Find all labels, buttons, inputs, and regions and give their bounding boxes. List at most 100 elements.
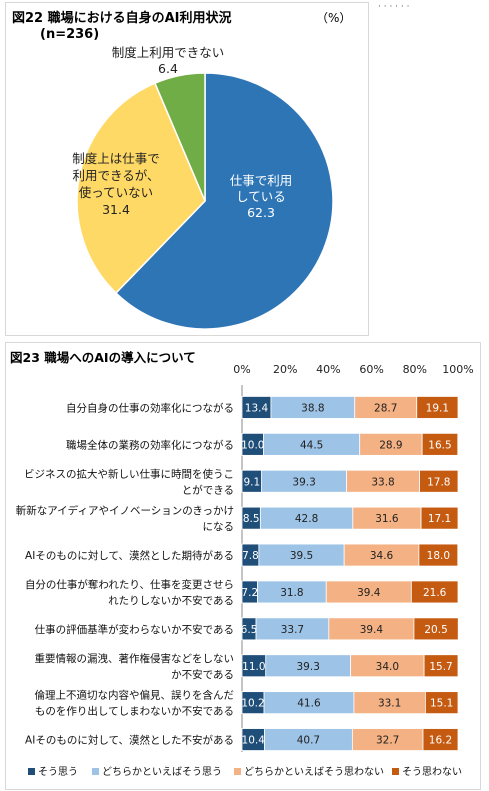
bar-value-label: 40.7 bbox=[297, 735, 320, 747]
bar-value-label: 6.5 bbox=[241, 624, 258, 636]
bar-value-label: 28.7 bbox=[374, 402, 397, 414]
bar-value-label: 39.4 bbox=[360, 624, 384, 636]
bar-value-label: 17.8 bbox=[427, 476, 450, 488]
pie-slice-label: 制度上は仕事で bbox=[72, 151, 160, 166]
bar-segment bbox=[423, 654, 459, 678]
legend-label: そう思わない bbox=[402, 766, 462, 778]
category-label: か不安である bbox=[171, 668, 234, 681]
bar-value-label: 10.4 bbox=[242, 735, 266, 747]
pie-slice-value: 31.4 bbox=[102, 202, 130, 217]
bar-value-label: 28.9 bbox=[379, 439, 402, 451]
bar-value-label: 41.6 bbox=[297, 698, 321, 710]
bar-value-label: 20.5 bbox=[424, 624, 447, 636]
pie-chart-title: 図22 職場における自身のAI利用状況 bbox=[12, 11, 232, 26]
x-tick-label: 80% bbox=[403, 363, 427, 376]
pie-slice bbox=[153, 72, 206, 202]
legend-swatch bbox=[234, 768, 241, 775]
pie-chart-panel: 図22 職場における自身のAI利用状況 (n=236) （%） 仕事で利用 してい… bbox=[5, 2, 369, 336]
bar-value-label: 9.1 bbox=[243, 476, 260, 488]
bar-value-label: 16.5 bbox=[428, 439, 451, 451]
category-label: れたりしないか不安である bbox=[108, 594, 234, 607]
bar-value-label: 21.6 bbox=[423, 587, 447, 599]
category-label: になる bbox=[203, 521, 235, 533]
background-fragment: · · · · · · bbox=[378, 2, 410, 12]
category-label: 斬新なアイディアやイノベーションのきっかけ bbox=[16, 504, 234, 517]
category-label: ビジネスの拡大や新しい仕事に時間を使うこ bbox=[24, 467, 234, 480]
legend-swatch bbox=[92, 768, 99, 775]
pie-chart-subtitle: (n=236) bbox=[40, 27, 100, 42]
bar-chart-panel: 図23 職場へのAIの導入について 0% 20% 40% 60% 80% 100% 自分自身… bbox=[5, 342, 481, 790]
bar-value-label: 31.6 bbox=[375, 513, 399, 525]
legend-swatch bbox=[392, 768, 399, 775]
bar-segment bbox=[413, 617, 459, 641]
bar-chart-title: 図23 職場へのAIの導入について bbox=[10, 350, 196, 365]
bar-value-label: 10.0 bbox=[241, 439, 264, 451]
bar-value-label: 44.5 bbox=[300, 439, 323, 451]
pie-slice bbox=[114, 72, 334, 330]
bar-value-label: 39.3 bbox=[292, 476, 315, 488]
pie-slice-value: 62.3 bbox=[247, 205, 275, 220]
bar-segment bbox=[420, 506, 459, 530]
bar-value-label: 39.4 bbox=[357, 587, 381, 599]
category-label: 倫理上不適切な内容や偏見、誤りを含んだ bbox=[35, 689, 235, 702]
bar-segment bbox=[410, 580, 459, 604]
bar-value-label: 7.2 bbox=[241, 587, 258, 599]
x-tick-label: 40% bbox=[316, 363, 340, 376]
bar-segment bbox=[424, 691, 459, 715]
legend-swatch bbox=[28, 768, 35, 775]
bar-value-label: 33.7 bbox=[281, 624, 304, 636]
bar-value-label: 38.8 bbox=[301, 402, 324, 414]
bar-value-label: 33.1 bbox=[378, 698, 401, 710]
category-label: 自分の仕事が奪われたり、仕事を変更させら bbox=[25, 578, 234, 591]
category-label: ものを作り出してしまわないか不安である bbox=[35, 705, 234, 718]
legend-label: どちらかといえばそう思う bbox=[102, 766, 222, 778]
bar-value-label: 16.2 bbox=[429, 735, 452, 747]
legend-label: どちらかといえばそう思わない bbox=[244, 766, 384, 778]
bar-segment bbox=[418, 543, 459, 567]
bar-value-label: 13.4 bbox=[245, 402, 269, 414]
x-tick-label: 20% bbox=[273, 363, 297, 376]
bar-value-label: 19.1 bbox=[426, 402, 449, 414]
pie-slice-label: している bbox=[236, 189, 286, 204]
category-label: 仕事の評価基準が変わらないか不安である bbox=[35, 623, 234, 636]
category-label: 職場全体の業務の効率化につながる bbox=[66, 438, 234, 451]
bar-value-label: 32.7 bbox=[376, 735, 399, 747]
category-label: AIそのものに対して、漠然とした不安がある bbox=[25, 734, 234, 747]
bar-value-label: 33.8 bbox=[371, 476, 394, 488]
bar-value-label: 31.8 bbox=[280, 587, 303, 599]
pie-slice-label: 制度上利用できない bbox=[112, 45, 225, 60]
legend-label: そう思う bbox=[38, 766, 78, 778]
bar-value-label: 34.0 bbox=[376, 661, 399, 673]
bar-value-label: 10.2 bbox=[241, 698, 264, 710]
bar-segment bbox=[419, 469, 459, 493]
pie-slice bbox=[76, 82, 206, 295]
pie-slice-label: 仕事で利用 bbox=[230, 173, 293, 188]
pie-chart-unit: （%） bbox=[316, 11, 352, 25]
bar-value-label: 34.6 bbox=[370, 550, 394, 562]
bar-segment bbox=[421, 432, 459, 456]
bar-value-label: 39.3 bbox=[297, 661, 320, 673]
bar-value-label: 8.5 bbox=[243, 513, 260, 525]
bar-value-label: 11.0 bbox=[242, 661, 265, 673]
x-tick-label: 0% bbox=[233, 363, 250, 376]
x-tick-label: 60% bbox=[359, 363, 383, 376]
bar-value-label: 17.1 bbox=[428, 513, 451, 525]
bar-value-label: 39.5 bbox=[290, 550, 313, 562]
category-label: とができる bbox=[182, 483, 234, 496]
category-label: 重要情報の漏洩、著作権侵害などをしない bbox=[35, 652, 235, 665]
bar-value-label: 42.8 bbox=[295, 513, 318, 525]
bar-value-label: 7.8 bbox=[242, 550, 259, 562]
stacked-bar-chart: 0% 20% 40% 60% 80% 100% 自分自身の仕事の効率化につながる 13.4 38… bbox=[16, 363, 474, 778]
category-label: 自分自身の仕事の効率化につながる bbox=[66, 401, 234, 414]
category-label: AIそのものに対して、漠然とした期待がある bbox=[25, 549, 234, 562]
bar-value-label: 15.7 bbox=[429, 661, 452, 673]
pie-slice-label: 使っていない bbox=[79, 185, 153, 200]
x-tick-label: 100% bbox=[442, 363, 473, 376]
pie-slice-label: 利用できるが、 bbox=[72, 168, 159, 183]
bar-segment bbox=[416, 396, 459, 419]
bar-value-label: 15.1 bbox=[430, 698, 453, 710]
pie-slice-value: 6.4 bbox=[158, 61, 178, 76]
bar-segment bbox=[422, 728, 459, 751]
bar-value-label: 18.0 bbox=[427, 550, 450, 562]
